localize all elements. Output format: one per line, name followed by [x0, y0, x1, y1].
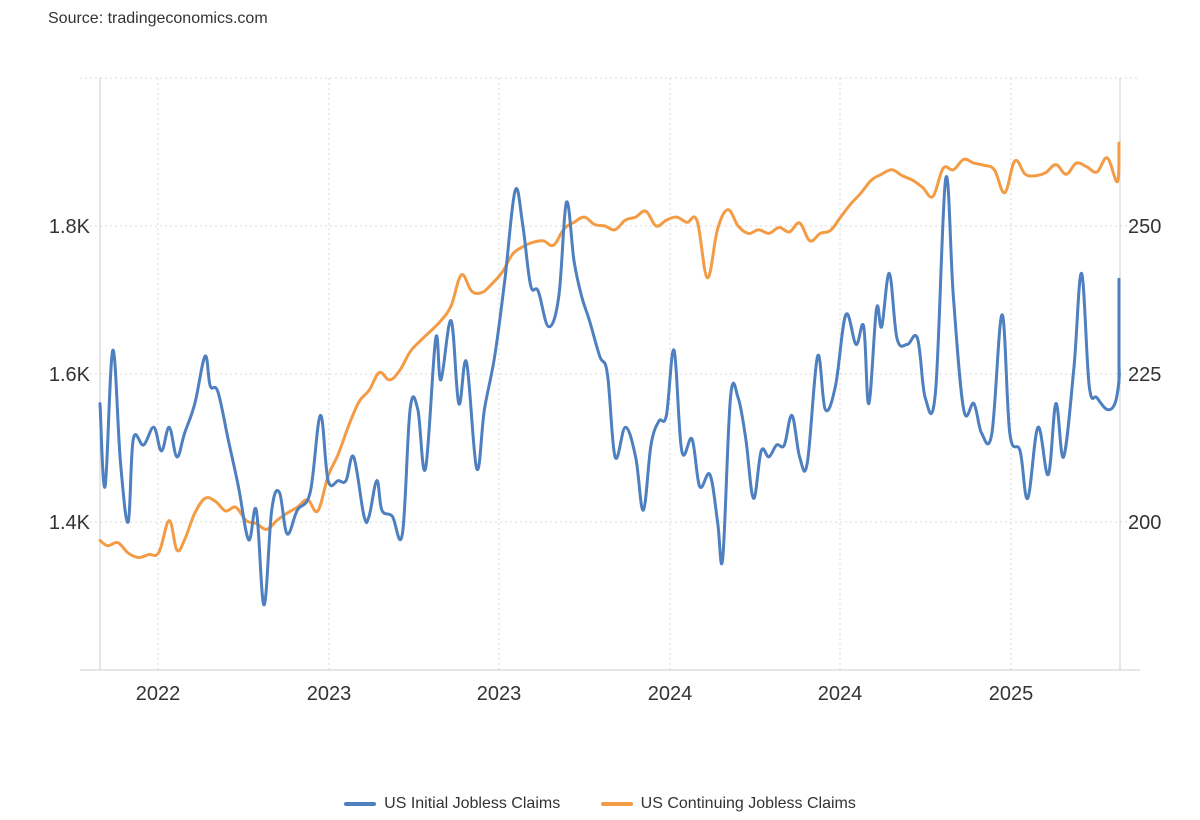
left-tick-label: 1.8K	[49, 216, 91, 238]
x-tick-label: 2023	[307, 683, 352, 705]
series-line-continuing-claims	[98, 141, 1121, 560]
x-tick-label: 2025	[989, 683, 1034, 705]
legend-label-continuing-claims: US Continuing Jobless Claims	[640, 795, 856, 812]
legend-label-initial-claims: US Initial Jobless Claims	[384, 795, 561, 812]
legend: US Initial Jobless Claims US Continuing …	[0, 793, 1200, 813]
series-lines	[98, 141, 1121, 607]
legend-item-continuing-claims[interactable]: US Continuing Jobless Claims	[600, 795, 856, 813]
legend-item-initial-claims[interactable]: US Initial Jobless Claims	[344, 795, 560, 813]
x-tick-label: 2022	[136, 683, 181, 705]
series-line-initial-claims	[98, 175, 1121, 607]
right-tick-label: 250	[1128, 216, 1161, 238]
legend-swatch-initial-claims	[344, 802, 377, 806]
right-tick-label: 225	[1128, 364, 1161, 386]
x-tick-label: 2023	[477, 683, 522, 705]
legend-swatch-continuing-claims	[600, 802, 633, 806]
source-label: Source: tradingeconomics.com	[48, 10, 268, 27]
tick-labels: 2022 2023 2023 2024 2024 2025 1.4K 1.6K 1.8K 200 2…	[49, 216, 1162, 705]
grid-lines	[80, 77, 1140, 670]
x-tick-label: 2024	[818, 683, 863, 705]
left-tick-label: 1.4K	[49, 512, 91, 534]
right-tick-label: 200	[1128, 512, 1161, 534]
x-tick-label: 2024	[648, 683, 693, 705]
left-tick-label: 1.6K	[49, 364, 91, 386]
